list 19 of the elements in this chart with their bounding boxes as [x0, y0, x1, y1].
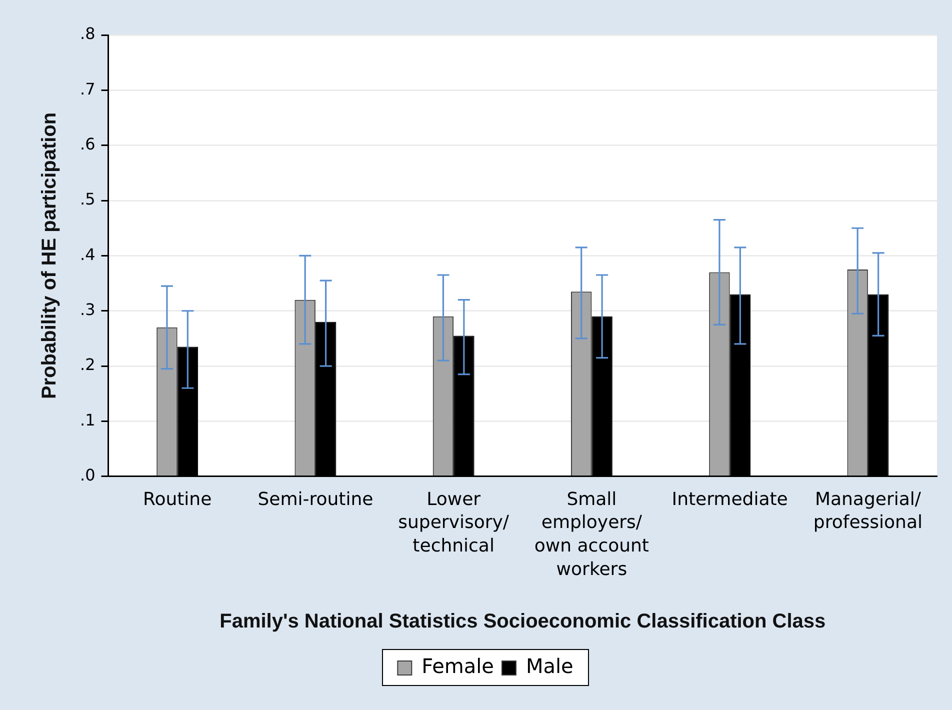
x-tick-label: Lower supervisory/ technical [398, 488, 510, 557]
legend-label: Female [422, 654, 494, 678]
y-tick-label: .4 [80, 244, 96, 264]
y-tick-label: .8 [80, 24, 96, 44]
y-tick-label: .6 [80, 134, 96, 154]
x-tick-label: Small employers/ own account workers [534, 488, 649, 580]
y-tick-label: .3 [80, 300, 96, 320]
x-tick-label: Semi-routine [258, 488, 374, 510]
x-axis-title: Family's National Statistics Socioeconomic Classification Class [220, 610, 826, 633]
legend-label: Male [526, 654, 574, 678]
x-tick-label: Managerial/ professional [813, 488, 922, 534]
y-tick-label: .1 [80, 410, 96, 430]
x-tick-label: Routine [142, 488, 212, 510]
y-axis-title: Probability of HE participation [38, 112, 61, 400]
x-tick-label: Intermediate [672, 488, 788, 510]
y-tick-label: .0 [80, 466, 96, 485]
y-tick-label: .7 [80, 79, 96, 98]
y-tick-label: .5 [80, 190, 96, 209]
y-tick-label: .2 [80, 355, 96, 374]
